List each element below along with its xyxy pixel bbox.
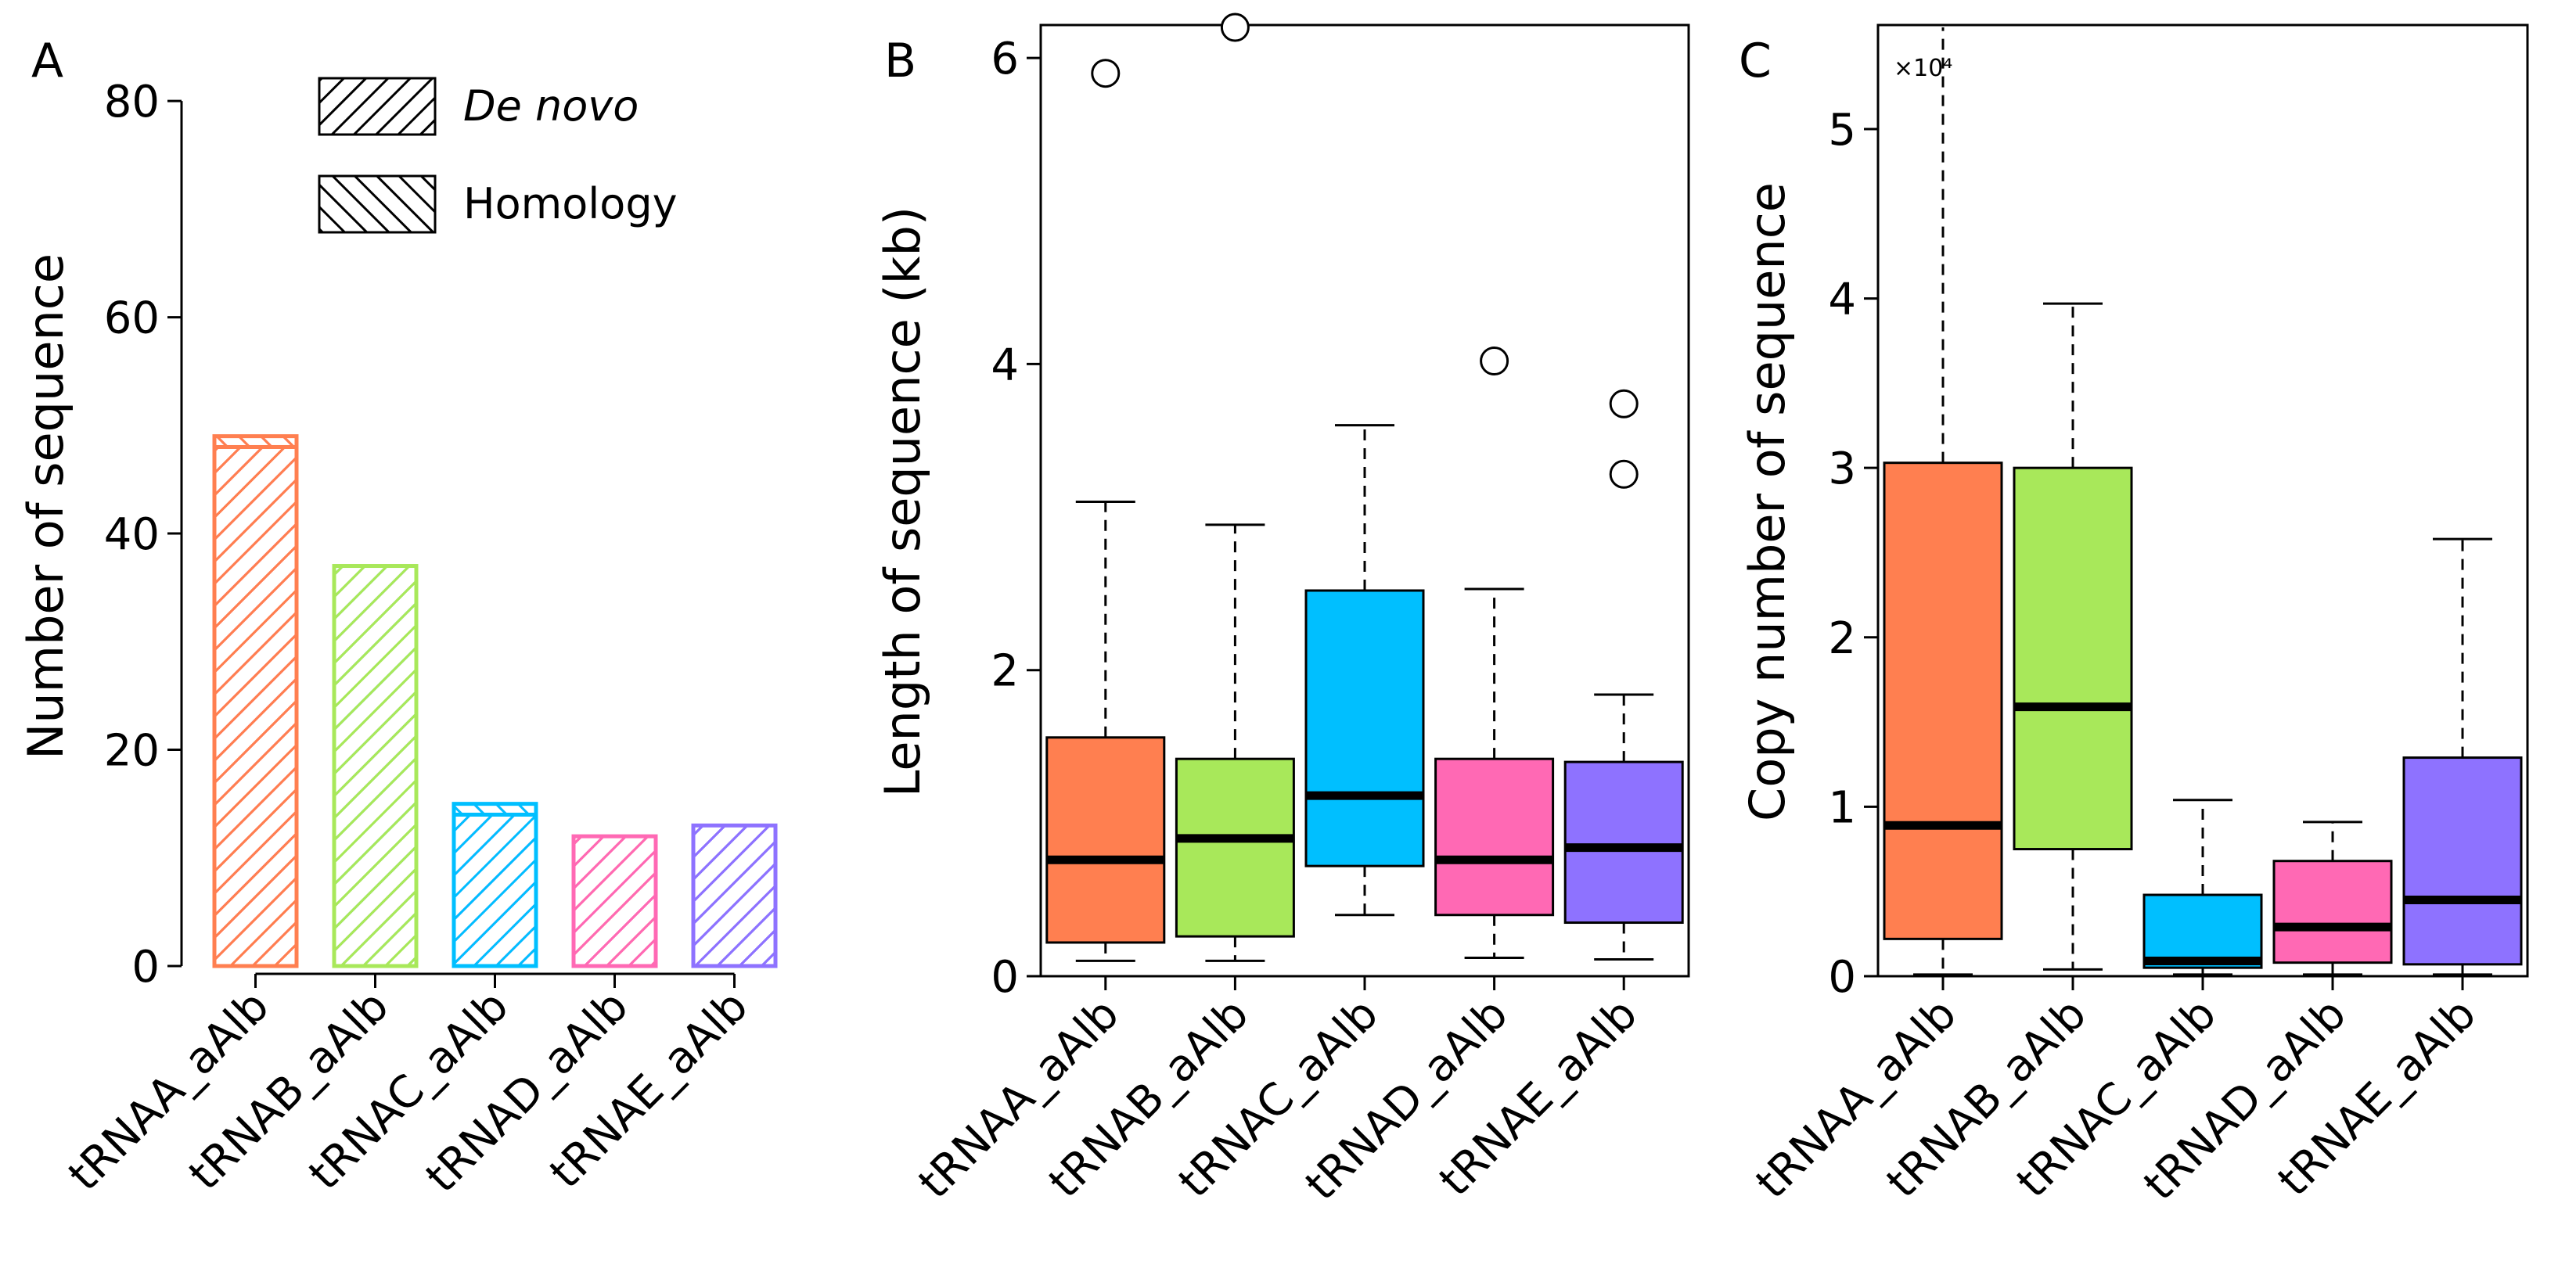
- panel-c-y-axis-title: Copy number of sequence: [1739, 182, 1796, 821]
- panel-b-box-trnaa-aalb: [1045, 59, 1166, 962]
- box-iqr: [1045, 736, 1166, 944]
- panel-a-y-axis-title: Number of sequence: [17, 253, 74, 760]
- bar-color-tint: [454, 814, 536, 966]
- bar-color-tint: [334, 566, 416, 966]
- bar-color-tint: [214, 447, 297, 966]
- panel-a-y-tick-label: 0: [131, 942, 160, 993]
- panel-c-y-tick-label: 4: [1828, 275, 1856, 325]
- box-iqr: [2142, 893, 2263, 969]
- bar-color-tint: [693, 825, 775, 966]
- panel-b-y-tick-label: 0: [991, 952, 1019, 1003]
- panel-b-y-tick-label: 6: [991, 34, 1019, 84]
- panel-b-box-trnae-aalb: [1563, 389, 1684, 961]
- panel-b-y-tick-label: 4: [991, 339, 1019, 390]
- panel-a-bar-trnac-aalb-de-novo: [452, 812, 538, 968]
- panel-c-box-trnac-aalb: [2142, 799, 2263, 976]
- panel-c-letter: C: [1739, 34, 1772, 88]
- box-iqr: [1175, 757, 1295, 938]
- panel-a-bar-trnad-aalb-de-novo: [571, 834, 658, 968]
- panel-a-letter: A: [31, 34, 63, 88]
- box-iqr: [1304, 589, 1425, 867]
- legend-label-de-novo: De novo: [463, 81, 639, 131]
- panel-a-y-tick-label: 40: [104, 509, 160, 560]
- panel-b-box-trnab-aalb: [1175, 13, 1295, 962]
- panel-c-box-trnae-aalb: [2402, 537, 2523, 976]
- box-iqr: [2402, 756, 2523, 966]
- panel-a-bar-trnab-aalb-de-novo: [332, 564, 419, 968]
- panel-c-y-tick-label: 3: [1828, 444, 1856, 494]
- panel-a-bar-trnac-aalb-homology: [452, 802, 538, 817]
- panel-a-y-tick-label: 80: [104, 77, 160, 128]
- panel-c-y-tick-label: 1: [1828, 782, 1856, 833]
- panel-b-y-tick-label: 2: [991, 646, 1019, 697]
- bar-color-tint: [454, 803, 536, 815]
- panel-c-box-trnaa-aalb: [1883, 27, 2003, 976]
- box-iqr: [1883, 462, 2003, 940]
- legend-swatch-de-novo: [318, 77, 437, 136]
- outlier-point: [1220, 13, 1250, 42]
- panel-a-legend: De novo Homology: [318, 77, 678, 234]
- panel-c-y-tick-label: 2: [1828, 613, 1856, 664]
- outlier-point: [1609, 459, 1639, 489]
- panel-a-bar-trnaa-aalb-de-novo: [212, 444, 299, 968]
- legend-swatch-homology: [318, 174, 437, 234]
- bar-color-tint: [574, 836, 656, 966]
- outlier-point: [1091, 59, 1121, 88]
- panel-b-letter: B: [884, 34, 916, 88]
- panel-a-y-tick-label: 60: [104, 293, 160, 344]
- box-iqr: [2272, 860, 2393, 964]
- box-iqr: [2013, 466, 2133, 851]
- outlier-point: [1609, 389, 1639, 418]
- box-iqr: [1563, 760, 1684, 925]
- panel-c-y-tick-label: 0: [1828, 952, 1856, 1003]
- legend-label-homology: Homology: [463, 179, 678, 228]
- panel-a-y-tick-label: 20: [104, 726, 160, 777]
- panel-c-box-trnab-aalb: [2013, 302, 2133, 971]
- box-iqr: [1434, 757, 1555, 917]
- outlier-point: [1480, 347, 1509, 376]
- panel-a-bar-trnaa-aalb-homology: [212, 434, 299, 449]
- panel-b-box-trnac-aalb: [1304, 424, 1425, 917]
- bar-color-tint: [214, 436, 297, 447]
- panel-c-box-trnad-aalb: [2272, 821, 2393, 976]
- panel-b-y-axis-title: Length of sequence (kb): [874, 207, 931, 797]
- panel-b-box-trnad-aalb: [1434, 347, 1555, 960]
- panel-c-y-tick-label: 5: [1828, 105, 1856, 156]
- panel-a-bar-trnae-aalb-de-novo: [691, 823, 778, 968]
